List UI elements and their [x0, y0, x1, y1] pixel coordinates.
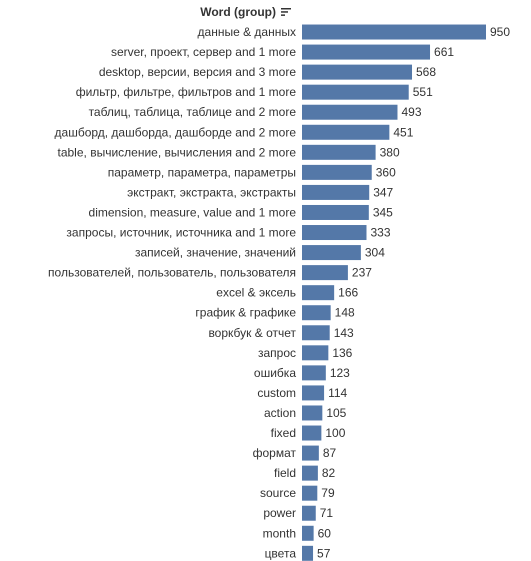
sort-descending-icon[interactable] — [280, 6, 292, 18]
value-label: 123 — [330, 366, 350, 380]
bar[interactable] — [302, 405, 323, 421]
category-label: пользователей, пользователь, пользовател… — [48, 266, 296, 280]
value-label: 105 — [326, 406, 346, 420]
category-label: power — [263, 506, 296, 520]
category-label: excel & эксель — [216, 286, 296, 300]
value-label: 100 — [325, 426, 345, 440]
bar[interactable] — [302, 345, 329, 361]
bar[interactable] — [302, 184, 370, 200]
value-label: 333 — [370, 226, 390, 240]
category-label: график & графике — [195, 306, 296, 320]
category-label: server, проект, сервер and 1 more — [111, 45, 296, 59]
bar[interactable] — [302, 525, 314, 541]
value-label: 568 — [416, 65, 436, 79]
value-label: 136 — [332, 346, 352, 360]
category-label: параметр, параметра, параметры — [108, 165, 296, 179]
bar[interactable] — [302, 445, 319, 461]
category-label: source — [260, 486, 296, 500]
value-label: 551 — [413, 85, 433, 99]
bar[interactable] — [302, 265, 348, 281]
category-label: field — [274, 466, 296, 480]
category-label: воркбук & отчет — [208, 326, 296, 340]
bar[interactable] — [302, 365, 326, 381]
category-label: dimension, measure, value and 1 more — [89, 205, 297, 219]
value-label: 950 — [490, 25, 510, 39]
category-label: action — [264, 406, 296, 420]
value-label: 114 — [328, 386, 347, 400]
category-label: fixed — [271, 426, 296, 440]
bar[interactable] — [302, 325, 330, 341]
category-label: ошибка — [254, 366, 296, 380]
category-label: формат — [253, 446, 297, 460]
column-header-label: Word (group) — [200, 5, 276, 19]
value-label: 345 — [373, 205, 393, 219]
bar[interactable] — [302, 24, 486, 40]
value-label: 87 — [323, 446, 337, 460]
bar[interactable] — [302, 285, 335, 301]
category-label: фильтр, фильтре, фильтров and 1 more — [76, 85, 297, 99]
value-label: 60 — [318, 526, 332, 540]
bar[interactable] — [302, 164, 372, 180]
value-label: 148 — [335, 306, 355, 320]
value-label: 143 — [334, 326, 354, 340]
category-label: table, вычисление, вычисления and 2 more — [58, 145, 297, 159]
value-label: 166 — [338, 286, 358, 300]
value-label: 82 — [322, 466, 336, 480]
category-label: desktop, версии, версия and 3 more — [99, 65, 297, 79]
category-label: цвета — [265, 546, 297, 560]
bar[interactable] — [302, 225, 367, 241]
bar[interactable] — [302, 204, 369, 220]
bar[interactable] — [302, 44, 431, 60]
bar[interactable] — [302, 545, 314, 561]
bar[interactable] — [302, 465, 318, 481]
category-label: дашборд, дашборда, дашборде and 2 more — [55, 125, 297, 139]
bar[interactable] — [302, 104, 398, 120]
category-label: данные & данных — [198, 25, 296, 39]
value-label: 304 — [365, 246, 385, 260]
category-label: month — [263, 526, 296, 540]
value-label: 347 — [373, 185, 393, 199]
category-label: custom — [257, 386, 296, 400]
column-header[interactable]: Word (group) — [0, 4, 292, 20]
bar[interactable] — [302, 425, 322, 441]
category-label: запросы, источник, источника and 1 more — [66, 226, 296, 240]
category-label: запрос — [258, 346, 296, 360]
category-label: таблиц, таблица, таблице and 2 more — [89, 105, 297, 119]
bar[interactable] — [302, 245, 361, 261]
value-label: 380 — [380, 145, 400, 159]
bar[interactable] — [302, 485, 318, 501]
value-label: 57 — [317, 546, 331, 560]
value-label: 79 — [321, 486, 335, 500]
value-label: 661 — [434, 45, 454, 59]
bar[interactable] — [302, 505, 316, 521]
value-label: 451 — [393, 125, 413, 139]
bar[interactable] — [302, 385, 325, 401]
bar[interactable] — [302, 64, 413, 80]
bar[interactable] — [302, 144, 376, 160]
category-label: записей, значение, значений — [135, 246, 296, 260]
bar[interactable] — [302, 305, 331, 321]
bar[interactable] — [302, 84, 409, 100]
value-label: 237 — [352, 266, 372, 280]
bar[interactable] — [302, 124, 390, 140]
value-label: 493 — [401, 105, 421, 119]
category-label: экстракт, экстракта, экстракты — [127, 185, 296, 199]
value-label: 71 — [320, 506, 334, 520]
value-label: 360 — [376, 165, 396, 179]
